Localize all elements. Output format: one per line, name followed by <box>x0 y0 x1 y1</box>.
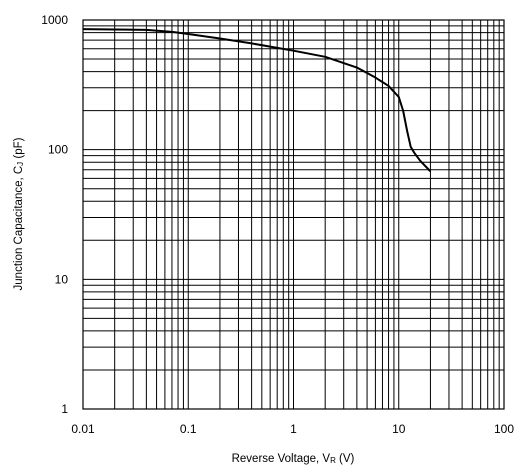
x-tick-labels: 0.01 0.1 1 10 100 <box>71 422 514 436</box>
y-tick-label: 1 <box>61 402 68 416</box>
grid-lines <box>83 20 504 409</box>
y-axis-label: Junction Capacitance, CJ (pF) <box>13 137 25 290</box>
x-axis-label: Reverse Voltage, VR (V) <box>232 453 355 465</box>
y-tick-label: 100 <box>48 143 68 157</box>
y-tick-label: 10 <box>55 272 69 286</box>
y-tick-labels: 1 10 100 1000 <box>41 13 68 416</box>
y-tick-label: 1000 <box>41 13 68 27</box>
x-tick-label: 1 <box>290 422 297 436</box>
plot-frame <box>82 19 505 410</box>
x-tick-label: 100 <box>494 422 514 436</box>
x-tick-label: 0.1 <box>180 422 197 436</box>
capacitance-curve <box>82 28 432 173</box>
x-tick-label: 10 <box>392 422 406 436</box>
x-tick-label: 0.01 <box>71 422 95 436</box>
